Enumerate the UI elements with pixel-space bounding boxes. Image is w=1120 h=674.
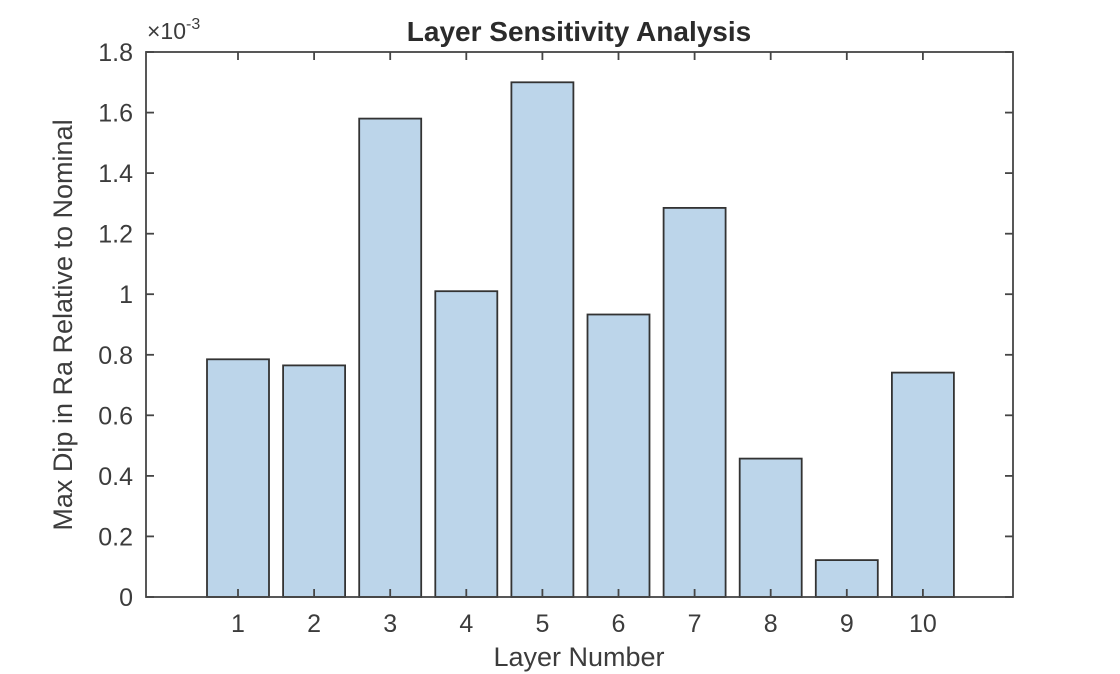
bars-group (206, 81, 955, 598)
y-tick-label: 0 (119, 584, 133, 612)
axes-group (145, 51, 1014, 598)
y-tick-label: 1 (119, 281, 133, 309)
bar-layer-4 (434, 290, 499, 598)
chart-title: Layer Sensitivity Analysis (407, 16, 751, 47)
tick-labels-group: 0 0.2 0.4 0.6 0.8 1 1.2 1.4 1.6 1.8 1 2 3 4 5 6 7 8 9 10 (98, 39, 937, 638)
x-tick-label: 4 (459, 610, 473, 638)
bar-layer-10 (891, 371, 955, 598)
y-tick-label: 1.4 (98, 160, 133, 188)
y-tick-label: 0.6 (98, 402, 133, 430)
y-tick-label: 0.4 (98, 463, 133, 491)
y-axis-label: Max Dip in Ra Relative to Nominal (48, 119, 78, 530)
y-tick-label: 1.6 (98, 100, 133, 128)
bar-layer-3 (358, 117, 423, 598)
bar-layer-8 (738, 457, 803, 598)
axis-box (145, 51, 1014, 598)
y-tick-label: 1.8 (98, 39, 133, 67)
x-tick-label: 6 (612, 610, 626, 638)
bar-layer-6 (586, 313, 651, 598)
bar-layer-2 (282, 364, 347, 598)
x-tick-label: 8 (764, 610, 778, 638)
x-tick-label: 1 (231, 610, 245, 638)
bar-layer-7 (662, 206, 727, 598)
x-tick-label: 9 (840, 610, 854, 638)
x-tick-label: 3 (383, 610, 397, 638)
y-axis-exponent-base: ×10 (147, 18, 186, 44)
y-tick-label: 0.8 (98, 342, 133, 370)
y-tick-label: 1.2 (98, 221, 133, 249)
y-axis-exponent: ×10-3 (147, 16, 200, 44)
y-axis-exponent-power: -3 (186, 16, 200, 33)
x-tick-label: 10 (909, 610, 937, 638)
x-tick-label: 5 (535, 610, 549, 638)
x-axis-label: Layer Number (493, 642, 664, 672)
y-tick-label: 0.2 (98, 523, 133, 551)
bar-layer-1 (206, 358, 270, 598)
x-tick-label: 7 (688, 610, 702, 638)
bar-layer-5 (510, 81, 575, 598)
x-tick-label: 2 (307, 610, 321, 638)
